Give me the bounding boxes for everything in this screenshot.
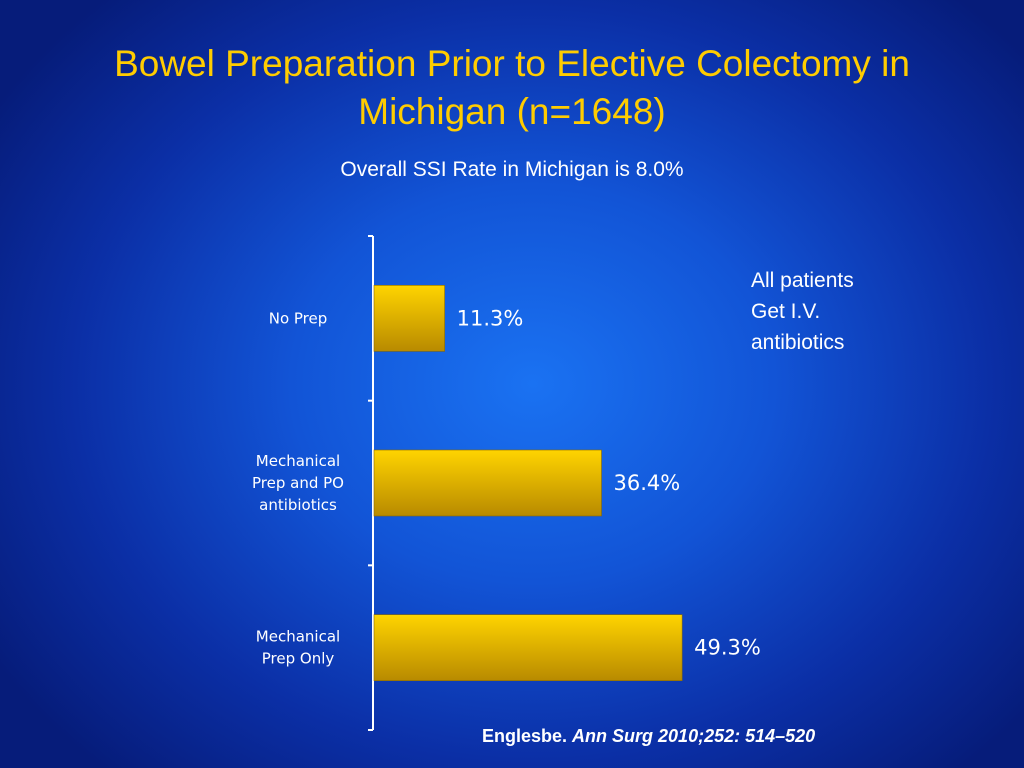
slide-title: Bowel Preparation Prior to Elective Cole… bbox=[114, 43, 910, 132]
category-label: No Prep bbox=[269, 309, 328, 327]
value-label: 49.3% bbox=[694, 636, 761, 660]
bar-3 bbox=[373, 614, 683, 681]
category-label: Mechanical Prep Only bbox=[256, 628, 340, 668]
value-label: 36.4% bbox=[614, 471, 681, 495]
value-label: 11.3% bbox=[457, 306, 524, 330]
category-label: Mechanical Prep and PO antibiotics bbox=[252, 452, 344, 514]
note-line: antibiotics bbox=[751, 331, 845, 354]
bar-1 bbox=[373, 285, 445, 352]
note-line: All patients bbox=[751, 269, 854, 292]
citation-journal: Ann Surg 2010;252: 514–520 bbox=[572, 726, 816, 746]
note-line: Get I.V. bbox=[751, 300, 821, 323]
antibiotics-note: All patients Get I.V. antibiotics bbox=[751, 265, 951, 358]
citation-author: Englesbe. bbox=[482, 726, 568, 746]
citation: Englesbe. Ann Surg 2010;252: 514–520 bbox=[482, 726, 815, 747]
bar-2 bbox=[373, 449, 602, 517]
slide-subtitle: Overall SSI Rate in Michigan is 8.0% bbox=[340, 158, 684, 181]
